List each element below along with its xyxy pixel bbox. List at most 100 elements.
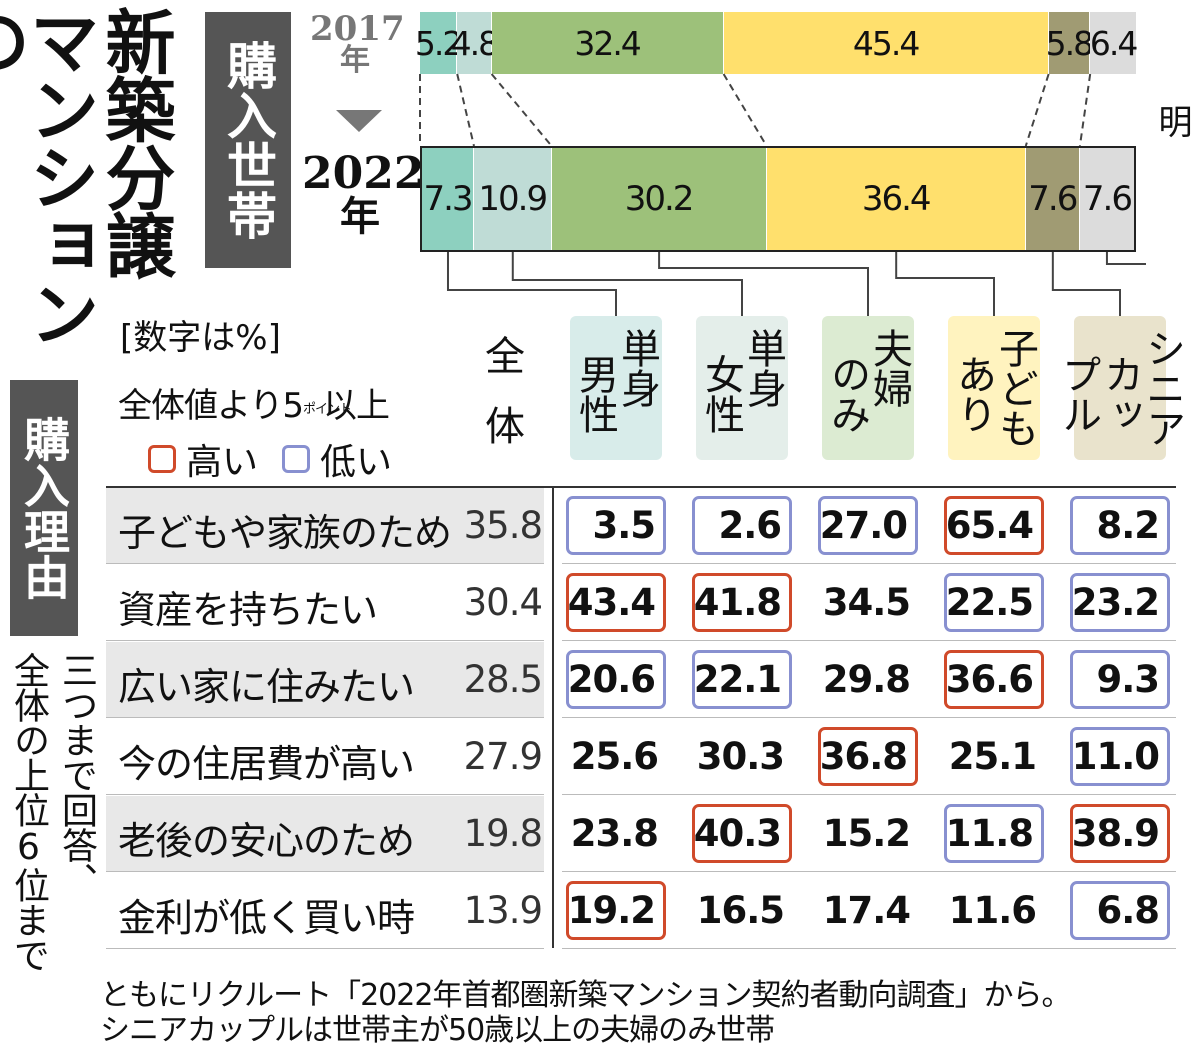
bar-segment-単身女性: 10.9	[473, 148, 552, 250]
bar-2017: 5.2 4.8 32.4 45.4 5.8 6.4	[415, 12, 1138, 74]
cell-単身女性: 22.1	[692, 650, 792, 709]
row-total: 13.9	[463, 889, 543, 932]
legend-heading-a: 全体値より5	[118, 386, 304, 426]
legend: 全体値より5ポイント以上 高い 低い	[118, 378, 458, 485]
cell-夫婦のみ: 27.0	[818, 496, 918, 555]
header-line: 単身	[740, 328, 786, 408]
header-total-line-2: 体	[485, 404, 525, 450]
row-rule	[562, 640, 1176, 641]
cell-単身男性: 19.2	[566, 881, 666, 940]
row-rule	[106, 563, 544, 564]
title-line-1: マンションの	[0, 6, 100, 346]
cell-単身女性: 2.6	[692, 496, 792, 555]
header-line: 女性	[698, 354, 744, 434]
row-rule	[106, 717, 544, 718]
bar-segment-単身男性: 5.2	[415, 12, 463, 74]
row-label: 広い家に住みたい	[118, 665, 415, 709]
header-line: 男性	[572, 354, 618, 434]
legend-low-label: 低い	[320, 442, 393, 483]
connector-lines	[419, 73, 1146, 318]
header-total: 全 体	[475, 318, 535, 458]
row-rule	[106, 640, 544, 641]
header-line: 単身	[614, 328, 660, 408]
year-2022-number: 2022	[302, 148, 425, 199]
year-2017-suffix: 年	[340, 43, 370, 78]
bar-segment-子どもあり: 36.4	[766, 148, 1026, 250]
cell-シニアカップル: 6.8	[1070, 881, 1170, 940]
cell-子どもあり: 36.6	[944, 650, 1044, 709]
header-line: シニア	[1139, 328, 1185, 448]
header-total-line-1: 全	[485, 334, 525, 380]
dash-connector-4	[1078, 73, 1092, 147]
row-rule	[562, 948, 1176, 949]
year-label-2022: 2022 年	[302, 148, 425, 240]
year-label-2017: 2017 年	[310, 9, 405, 78]
table-top-rule	[106, 486, 1176, 488]
cell-シニアカップル: 38.9	[1070, 804, 1170, 863]
legend-items: 高い 低い	[148, 433, 458, 485]
legend-heading-small: ポイント	[302, 402, 352, 417]
row-total: 19.8	[463, 812, 543, 855]
row-rule	[562, 563, 1176, 564]
side-note-line-2: 全体の上位6位まで	[8, 652, 49, 972]
dash-connector-0	[456, 73, 475, 147]
section-household-label: 購入世帯	[205, 12, 291, 268]
bar-segment-子どもあり: 45.4	[723, 12, 1049, 74]
bracket-line-単身男性	[446, 252, 617, 318]
other-label: その他・不明	[1152, 104, 1192, 137]
bar-segment-単身女性: 4.8	[451, 12, 499, 74]
row-total: 35.8	[463, 504, 543, 547]
bar-segment-シニアカップル: 5.8	[1046, 12, 1094, 74]
row-rule	[562, 717, 1176, 718]
bar-segment-その他・不明: 7.6	[1079, 148, 1134, 250]
row-rule	[562, 794, 1176, 795]
cell-単身女性: 30.3	[696, 735, 785, 778]
header-シニアカップル: シニア カップル	[1055, 316, 1185, 460]
cell-シニアカップル: 11.0	[1070, 727, 1170, 786]
cell-子どもあり: 11.8	[944, 804, 1044, 863]
header-子どもあり: 子ども あり	[948, 316, 1040, 460]
legend-low-swatch	[282, 445, 311, 473]
cell-単身男性: 25.6	[570, 735, 659, 778]
dash-connector-1	[490, 73, 553, 147]
row-label: 資産を持ちたい	[118, 588, 378, 632]
section-reason-label: 購入理由	[10, 380, 78, 636]
cell-夫婦のみ: 36.8	[818, 727, 918, 786]
row-label: 子どもや家族のため	[118, 511, 452, 555]
row-label: 今の住居費が高い	[118, 742, 415, 786]
legend-heading: 全体値より5ポイント以上	[118, 378, 458, 427]
bar-2022: 7.3 10.9 30.2 36.4 7.6 7.6	[420, 146, 1136, 252]
cell-単身女性: 16.5	[696, 889, 785, 932]
year-2022-suffix: 年	[340, 193, 380, 240]
footnote-line-1: ともにリクルート「2022年首都圏新築マンション契約者動向調査」から。	[100, 978, 1071, 1013]
dash-connector-3	[1024, 73, 1050, 147]
row-band	[106, 642, 544, 717]
table-divider	[552, 486, 554, 948]
cell-シニアカップル: 8.2	[1070, 496, 1170, 555]
header-line: 子ども	[992, 328, 1038, 448]
row-total: 27.9	[463, 735, 543, 778]
cell-単身女性: 41.8	[692, 573, 792, 632]
title-line-2: 新築分譲	[94, 6, 176, 278]
cell-夫婦のみ: 17.4	[822, 889, 911, 932]
bracket-line-other	[1105, 252, 1146, 265]
bar-segment-単身男性: 7.3	[422, 148, 474, 250]
bar-segment-夫婦のみ: 32.4	[491, 12, 724, 74]
row-rule	[562, 871, 1176, 872]
cell-夫婦のみ: 34.5	[822, 581, 911, 624]
cell-夫婦のみ: 29.8	[822, 658, 911, 701]
side-note: 三つまで回答、 全体の上位6位まで	[8, 652, 102, 1012]
arrow-down-icon	[336, 110, 382, 132]
row-rule	[106, 871, 544, 872]
header-line: 夫婦	[866, 328, 912, 408]
cell-単身女性: 40.3	[692, 804, 792, 863]
row-band	[106, 488, 544, 563]
year-2017-number: 2017	[310, 9, 405, 49]
row-total: 28.5	[463, 658, 543, 701]
bar-segment-その他・不明: 6.4	[1090, 12, 1138, 74]
bar-segment-夫婦のみ: 30.2	[551, 148, 767, 250]
unit-note: [数字は%]	[120, 318, 281, 358]
footnote: ともにリクルート「2022年首都圏新築マンション契約者動向調査」から。 シニアカ…	[100, 978, 1190, 1049]
cell-単身男性: 23.8	[570, 812, 659, 855]
row-rule	[106, 948, 544, 949]
